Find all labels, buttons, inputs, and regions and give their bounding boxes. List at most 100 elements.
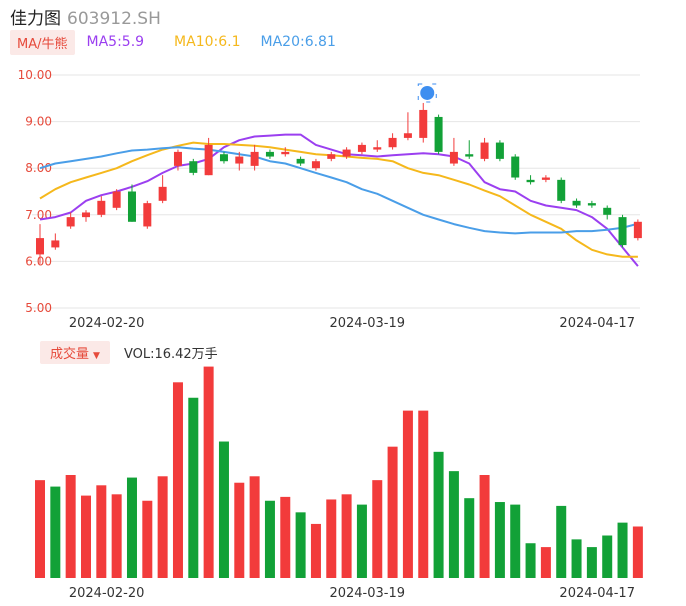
ma10-legend: MA10:6.1 xyxy=(174,34,241,50)
x-tick-label: 2024-03-19 xyxy=(329,316,405,331)
candle xyxy=(143,200,152,229)
stock-header: 佳力图 603912.SH xyxy=(10,4,161,29)
volume-bar xyxy=(479,475,490,578)
candle-body xyxy=(250,151,259,166)
candle xyxy=(327,151,336,162)
candle-body xyxy=(281,151,290,155)
candle-body xyxy=(204,144,213,176)
candle xyxy=(296,156,305,166)
ma20-legend: MA20:6.81 xyxy=(260,34,336,50)
candle xyxy=(127,184,136,222)
candle xyxy=(603,205,612,220)
x-tick-label: 2024-04-17 xyxy=(559,586,635,601)
candle-body xyxy=(327,154,336,159)
ma20-line xyxy=(39,146,639,235)
candle-body xyxy=(449,151,458,164)
volume-bar xyxy=(157,476,168,578)
candle-body xyxy=(541,177,550,180)
volume-bar xyxy=(464,498,475,578)
volume-bar xyxy=(65,475,76,578)
candle-body xyxy=(480,142,489,159)
volume-bar xyxy=(617,522,628,578)
candle xyxy=(173,149,182,171)
candle xyxy=(434,114,443,155)
stock-name: 佳力图 xyxy=(10,9,61,29)
ma5-line xyxy=(39,133,639,267)
candle-body xyxy=(36,238,44,255)
volume-x-axis: 2024-02-20 2024-03-19 2024-04-17 xyxy=(69,586,635,601)
ma10-line xyxy=(39,141,638,258)
price-grid xyxy=(32,74,640,309)
volume-bar xyxy=(586,547,597,578)
candle-body xyxy=(526,179,535,183)
candle xyxy=(480,137,489,162)
stock-code: 603912.SH xyxy=(67,9,161,29)
x-tick-label: 2024-02-20 xyxy=(69,316,145,331)
y-tick-label: 7.00 xyxy=(25,208,52,222)
candle xyxy=(373,140,382,152)
candle xyxy=(557,177,566,204)
ma-indicator-tab[interactable]: MA/牛熊 xyxy=(10,29,75,55)
volume-bars xyxy=(35,366,643,578)
candle-body xyxy=(434,116,443,152)
volume-bar xyxy=(188,397,199,578)
candle-body xyxy=(311,161,320,169)
volume-bar xyxy=(96,485,107,578)
volume-bar xyxy=(540,547,551,578)
candle xyxy=(235,151,244,171)
candles xyxy=(36,102,642,264)
volume-bar xyxy=(372,480,383,578)
candle-body xyxy=(97,200,106,215)
volume-indicator-tab[interactable]: 成交量 ▼ xyxy=(40,340,110,364)
event-marker xyxy=(417,83,437,103)
candle-body xyxy=(173,151,182,166)
candle-body xyxy=(603,207,612,215)
candle-body xyxy=(633,221,642,239)
volume-bar xyxy=(280,496,291,578)
volume-bar xyxy=(433,451,444,578)
y-tick-label: 9.00 xyxy=(25,115,52,129)
candle xyxy=(465,140,474,159)
volume-bar xyxy=(203,366,214,578)
candle-body xyxy=(388,137,397,148)
y-tick-label: 5.00 xyxy=(25,301,52,315)
candle-body xyxy=(572,200,581,206)
volume-bar xyxy=(418,410,429,578)
candle xyxy=(495,140,504,162)
candle-body xyxy=(66,217,75,227)
candle xyxy=(219,151,228,164)
candle xyxy=(419,102,428,143)
volume-bar xyxy=(510,504,521,578)
candle xyxy=(388,133,397,150)
x-tick-label: 2024-03-19 xyxy=(329,586,405,601)
candle-body xyxy=(265,151,274,157)
volume-bar xyxy=(525,543,536,578)
volume-bar xyxy=(80,495,91,578)
candle xyxy=(526,175,535,185)
candle-body xyxy=(51,240,60,248)
volume-bar xyxy=(234,482,245,578)
candle xyxy=(311,158,320,171)
volume-bar xyxy=(326,499,337,578)
volume-bar xyxy=(571,539,582,578)
candle xyxy=(36,224,44,264)
volume-bar xyxy=(402,410,413,578)
candle-body xyxy=(235,156,244,164)
candle-body xyxy=(127,191,136,222)
volume-bar xyxy=(126,477,137,578)
marker-frame xyxy=(417,83,437,103)
volume-bar xyxy=(50,486,61,578)
candle-body xyxy=(357,144,366,152)
volume-bar xyxy=(387,446,398,578)
ma-legend: MA/牛熊 MA5:5.9 MA10:6.1 MA20:6.81 xyxy=(10,29,336,55)
ma-lines xyxy=(39,133,639,267)
candle xyxy=(587,200,596,208)
candle xyxy=(449,137,458,166)
candle-body xyxy=(189,161,198,173)
volume-bar xyxy=(249,476,260,578)
candle xyxy=(112,189,121,211)
candle xyxy=(250,144,259,171)
candle-body xyxy=(81,212,90,218)
candle-body xyxy=(465,154,474,157)
